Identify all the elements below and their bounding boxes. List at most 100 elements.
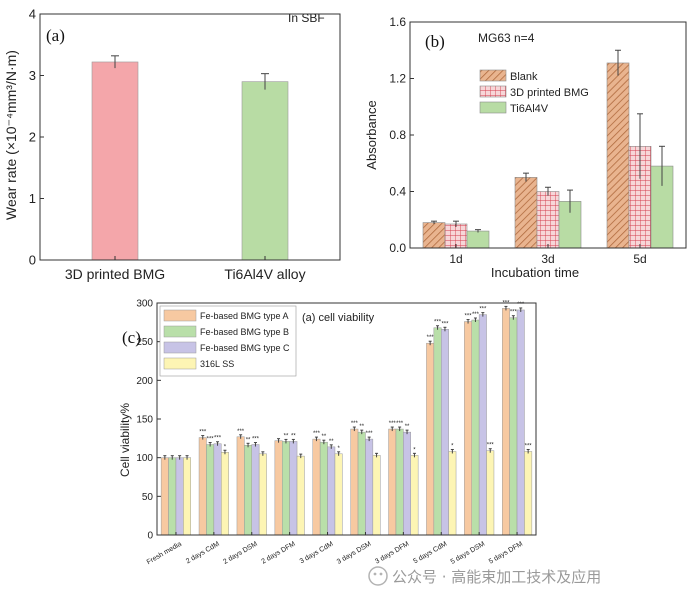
significance-mark: *** xyxy=(427,335,435,341)
panel-a-bars xyxy=(91,55,289,261)
bar-blank xyxy=(606,62,630,249)
panel-b-x-axis: 1d 3d 5d xyxy=(449,244,647,266)
x-tick-label: 3 days DFM xyxy=(374,541,410,566)
panel-c: (c) (a) cell viability Cell viability% 0… xyxy=(118,299,537,566)
x-tick-label: 2 days DFM xyxy=(260,541,296,566)
bar-fe-based-bmg-type-c xyxy=(478,314,487,536)
panel-b-annotation: MG63 n=4 xyxy=(478,31,535,45)
legend-swatch xyxy=(163,309,197,322)
significance-mark: ** xyxy=(329,439,334,445)
bar-fe-based-bmg-type-c xyxy=(289,441,298,536)
panel-c-y-axis: 0 50 100 150 200 250 300 xyxy=(136,299,161,542)
bar-fe-based-bmg-type-a xyxy=(198,437,207,536)
bar-fe-based-bmg-type-a xyxy=(312,438,321,536)
significance-mark: *** xyxy=(517,302,525,308)
significance-mark: *** xyxy=(479,307,487,313)
y-tick-label: 300 xyxy=(136,299,153,310)
significance-mark: ** xyxy=(284,433,289,439)
x-tick-label: 3 days CdM xyxy=(299,541,335,566)
panel-c-frame xyxy=(156,302,537,536)
bar-fe-based-bmg-type-b xyxy=(357,431,366,536)
y-tick-label: 3 xyxy=(29,68,36,83)
significance-mark: *** xyxy=(351,421,359,427)
y-tick-label: 2 xyxy=(29,130,36,145)
wechat-icon-eye-right xyxy=(379,572,383,576)
y-tick-label: 0 xyxy=(29,253,36,268)
wechat-icon xyxy=(368,566,388,586)
bar-fe-based-bmg-type-a xyxy=(160,457,169,536)
x-tick-label: 3d xyxy=(541,252,554,266)
significance-mark: *** xyxy=(237,429,245,435)
significance-mark: *** xyxy=(199,430,207,436)
significance-mark: *** xyxy=(389,421,397,427)
panel-a-x-axis: 3D printed BMG Ti6Al4V alloy xyxy=(65,256,306,282)
y-tick-label: 0.4 xyxy=(389,185,406,199)
legend-label: Blank xyxy=(510,71,538,83)
y-tick-label: 200 xyxy=(136,376,153,387)
bar-blank xyxy=(422,222,446,249)
bar-fe-based-bmg-type-a xyxy=(274,440,283,536)
bar-fe-based-bmg-type-a xyxy=(236,436,245,536)
bar-fe-based-bmg-type-b xyxy=(319,441,328,536)
significance-mark: * xyxy=(337,446,340,452)
x-tick-label: 5 days CdM xyxy=(412,541,448,566)
bar-316l-ss xyxy=(486,450,495,536)
x-tick-label: 3 days DSM xyxy=(336,541,373,566)
y-tick-label: 250 xyxy=(136,337,153,348)
legend-swatch xyxy=(163,341,197,354)
bar-fe-based-bmg-type-b xyxy=(244,445,253,536)
legend-label: 3D printed BMG xyxy=(510,87,589,99)
panel-a: (a) In SBF Wear rate (×10⁻⁴mm³/N·m) 0 1 2 3… xyxy=(3,7,341,282)
bar-fe-based-bmg-type-b xyxy=(395,428,404,536)
y-tick-label: 1.6 xyxy=(389,15,406,29)
bar-fe-based-bmg-type-c xyxy=(365,438,374,536)
panel-c-label: (c) xyxy=(122,328,141,347)
significance-mark: *** xyxy=(396,421,404,427)
bar-316l-ss xyxy=(183,457,192,536)
legend-label: Fe-based BMG type C xyxy=(200,343,290,353)
panel-b-y-axis: 0.0 0.4 0.8 1.2 1.6 xyxy=(389,15,414,255)
wechat-icon-eye-left xyxy=(373,572,377,576)
bar-316l-ss xyxy=(524,451,533,536)
bar-fe-based-bmg-type-a xyxy=(464,321,473,536)
watermark: 公众号 · 高能束加工技术及应用 xyxy=(368,566,601,586)
bar-fe-based-bmg-type-b xyxy=(471,319,480,536)
significance-mark: ** xyxy=(291,433,296,439)
bar-fe-based-bmg-type-a xyxy=(388,428,397,536)
x-tick-label: 5d xyxy=(633,252,646,266)
bar-fe-based-bmg-type-a xyxy=(502,308,510,536)
significance-mark: *** xyxy=(313,431,321,437)
x-tick-label: 2 days DSM xyxy=(222,541,259,566)
significance-mark: *** xyxy=(366,431,374,437)
bar-316l-ss xyxy=(334,453,343,536)
legend-label: Ti6Al4V xyxy=(510,103,549,115)
significance-mark: ** xyxy=(246,437,251,443)
panel-b-xlabel: Incubation time xyxy=(491,265,579,280)
panel-a-label: (a) xyxy=(46,26,65,45)
significance-mark: *** xyxy=(214,436,222,442)
bar-fe-based-bmg-type-c xyxy=(213,443,222,536)
bar-bmg xyxy=(91,61,139,261)
panel-a-y-axis: 0 1 2 3 4 xyxy=(29,7,44,268)
bar-fe-based-bmg-type-b xyxy=(206,444,215,536)
bar-ti6al4v xyxy=(466,230,490,249)
panel-b: (b) MG63 n=4 Absorbance 0.00.40.81.21.6 … xyxy=(364,15,687,280)
significance-mark: *** xyxy=(525,443,533,449)
bar-fe-based-bmg-type-b xyxy=(282,441,290,536)
panel-c-title: (a) cell viability xyxy=(302,312,375,324)
panel-a-annotation: In SBF xyxy=(288,11,325,25)
y-tick-label: 1 xyxy=(29,191,36,206)
significance-mark: *** xyxy=(207,437,215,443)
panel-b-label: (b) xyxy=(425,32,445,51)
x-tick-label: Ti6Al4V alloy xyxy=(224,266,305,282)
legend-swatch xyxy=(479,69,507,82)
bar-316l-ss xyxy=(221,452,229,536)
x-tick-label: 3D printed BMG xyxy=(65,266,165,282)
bar-316l-ss xyxy=(410,455,419,536)
bar-fe-based-bmg-type-a xyxy=(350,428,359,536)
significance-mark: ** xyxy=(322,434,327,440)
legend-swatch xyxy=(163,325,197,338)
legend-swatch xyxy=(479,101,507,114)
significance-mark: ** xyxy=(405,424,410,430)
y-tick-label: 150 xyxy=(136,415,153,426)
